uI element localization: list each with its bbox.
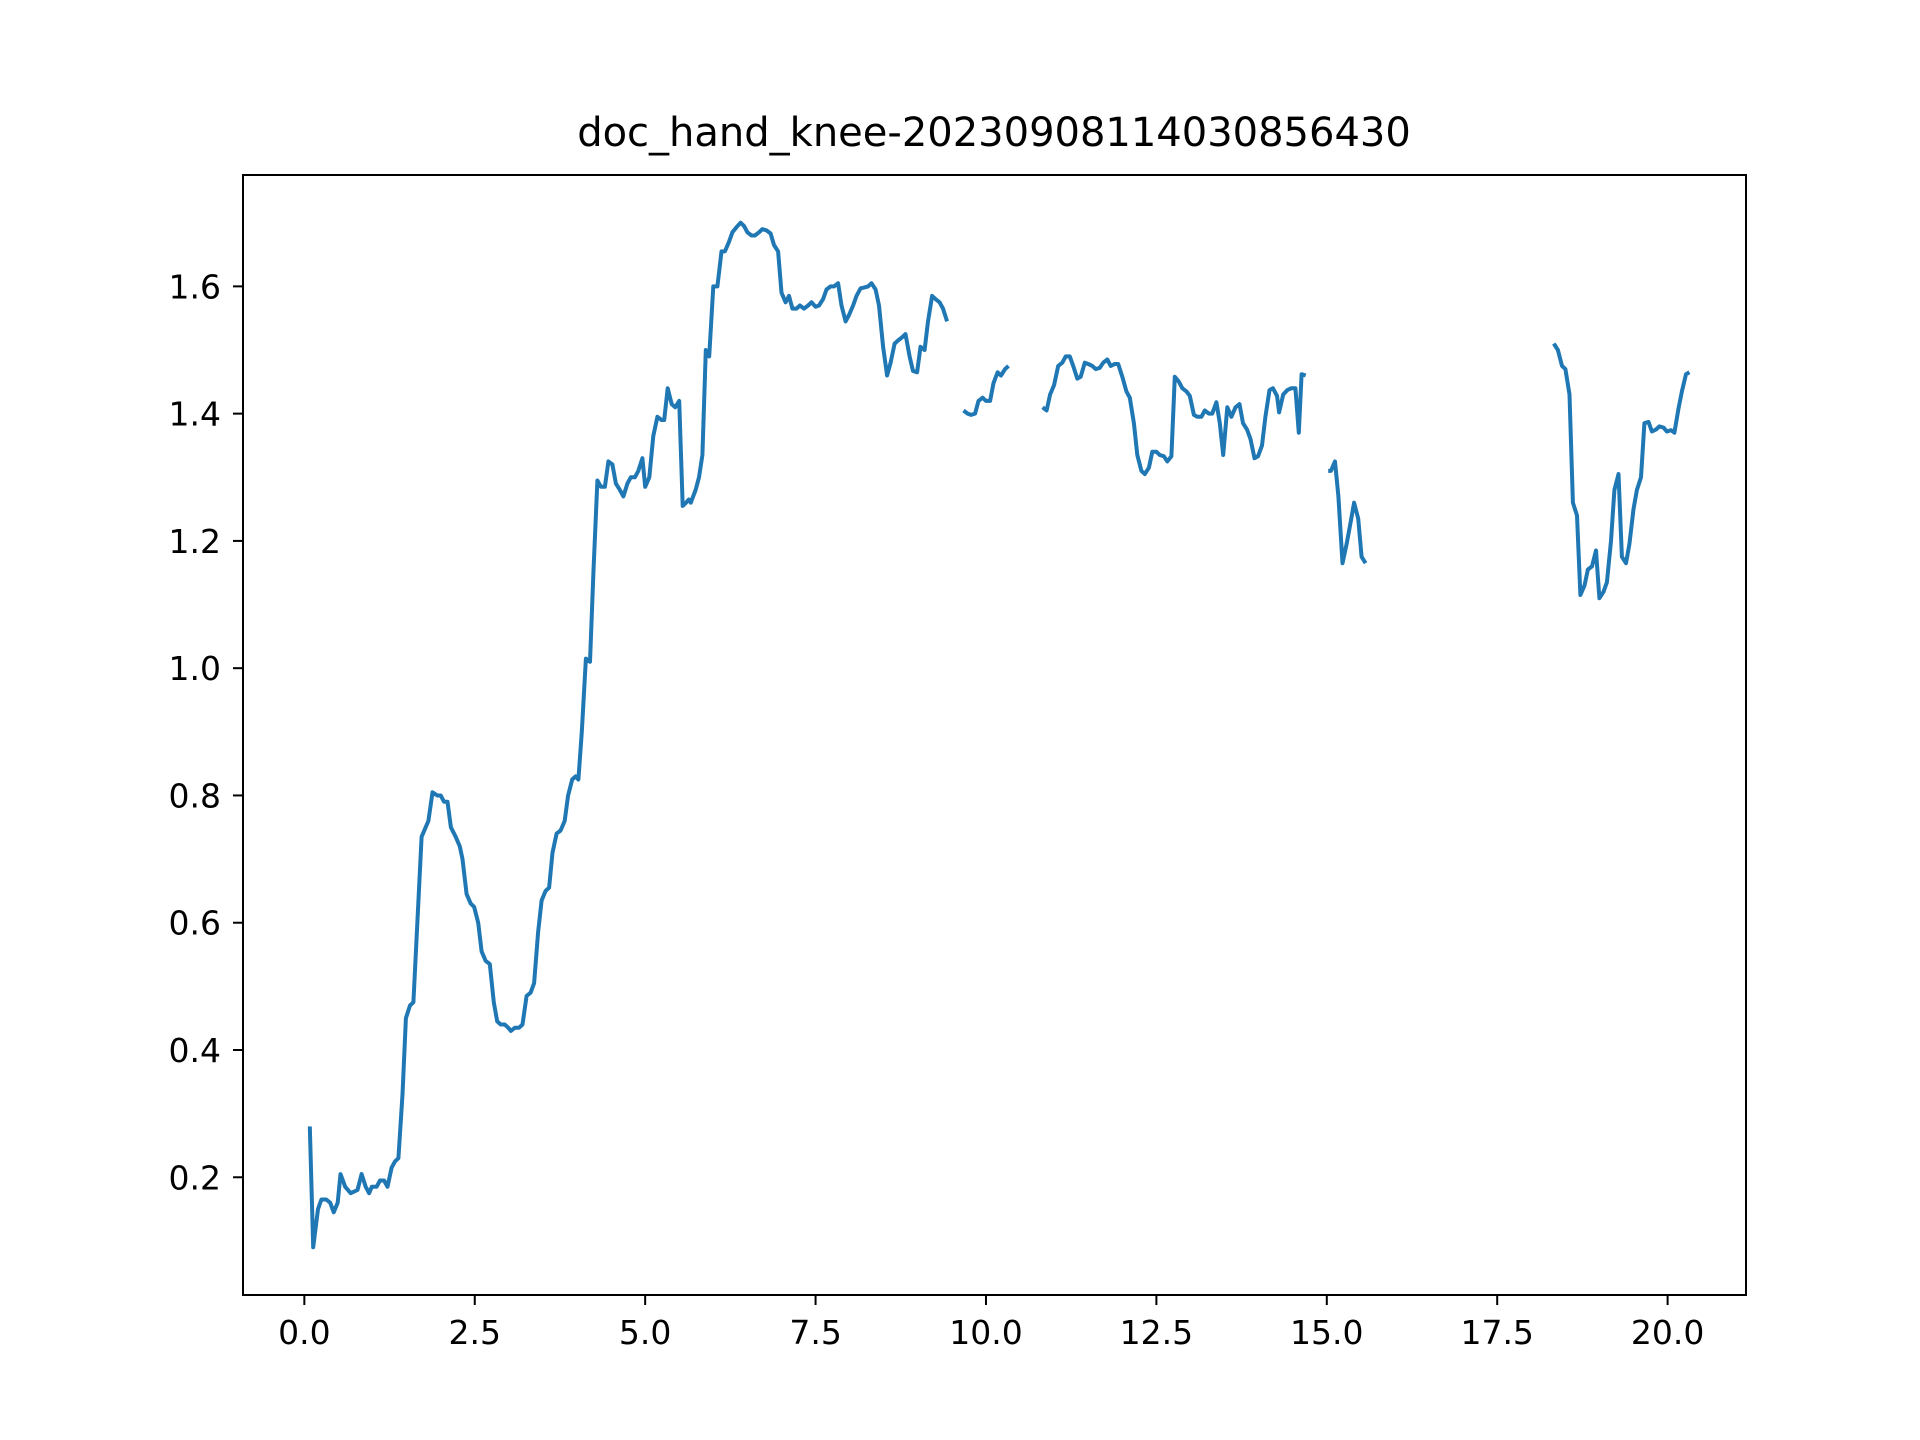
x-tick-label: 10.0 — [949, 1313, 1022, 1352]
series-line-segment — [962, 364, 1010, 417]
series-line-segment — [1328, 459, 1368, 566]
x-tick-label: 5.0 — [619, 1313, 671, 1352]
x-tick-label: 12.5 — [1120, 1313, 1193, 1352]
series-line-segment — [1041, 354, 1307, 477]
y-tick-label: 0.2 — [169, 1158, 221, 1197]
x-tick-label: 17.5 — [1460, 1313, 1533, 1352]
plot-frame — [242, 174, 1747, 1296]
y-tick-label: 1.6 — [169, 267, 221, 306]
series-line-segment — [307, 220, 950, 1250]
chart-title: doc_hand_knee-20230908114030856430 — [577, 110, 1411, 156]
series-line-group — [307, 220, 1691, 1250]
x-tick-label: 2.5 — [449, 1313, 501, 1352]
x-axis: 0.0 2.5 5.0 7.5 10.0 12.5 15.0 17.5 20.0 — [278, 1295, 1704, 1352]
y-tick-label: 0.4 — [169, 1031, 221, 1070]
x-tick-label: 0.0 — [278, 1313, 330, 1352]
y-tick-label: 0.6 — [169, 904, 221, 943]
y-tick-label: 1.4 — [169, 395, 221, 434]
y-tick-label: 0.8 — [169, 776, 221, 815]
x-tick-label: 15.0 — [1290, 1313, 1363, 1352]
y-tick-label: 1.0 — [169, 649, 221, 688]
y-axis: 0.2 0.4 0.6 0.8 1.0 1.2 1.4 1.6 — [169, 267, 243, 1197]
x-tick-label: 20.0 — [1631, 1313, 1704, 1352]
series-line-segment — [1552, 342, 1691, 601]
x-tick-label: 7.5 — [789, 1313, 841, 1352]
y-tick-label: 1.2 — [169, 522, 221, 561]
